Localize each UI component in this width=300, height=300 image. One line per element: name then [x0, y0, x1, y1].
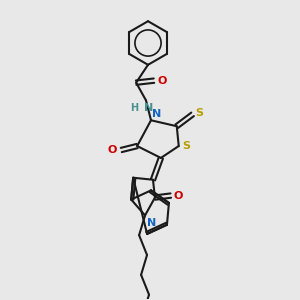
Text: N: N	[144, 103, 153, 113]
Text: H: H	[130, 103, 138, 113]
Text: N: N	[147, 218, 156, 228]
Text: N: N	[152, 109, 161, 119]
Text: S: S	[183, 141, 191, 151]
Text: O: O	[108, 145, 117, 155]
Text: S: S	[196, 108, 204, 118]
Text: O: O	[158, 76, 167, 85]
Text: O: O	[174, 190, 183, 201]
